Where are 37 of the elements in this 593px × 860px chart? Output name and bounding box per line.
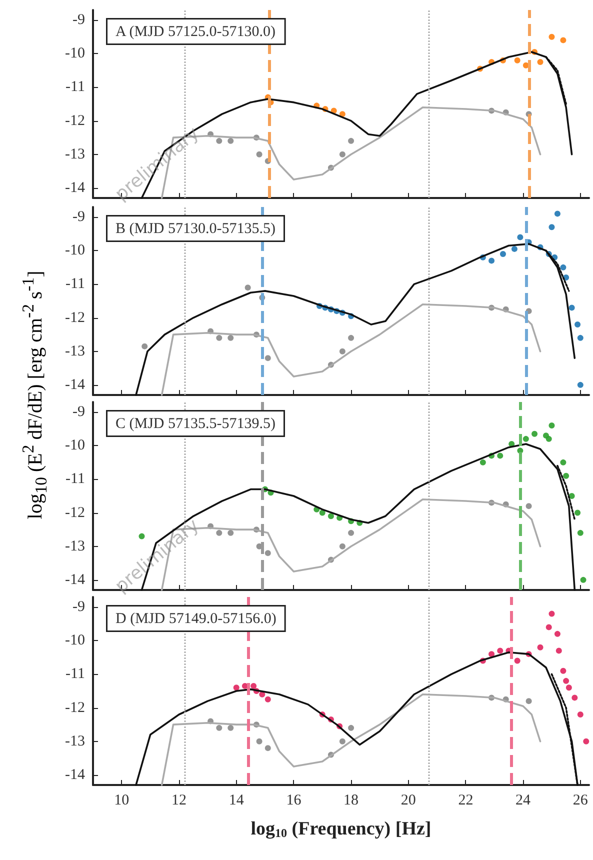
text: A (MJD 57125.0-57130.0) — [116, 24, 276, 40]
x-tick-label: 20 — [400, 792, 416, 808]
y-tick-label: -10 — [65, 242, 85, 259]
x-tick-label: 18 — [344, 792, 359, 808]
y-tick-label: -11 — [66, 471, 85, 488]
x-tick-label: 12 — [172, 792, 187, 808]
x-tick-label: 22 — [458, 792, 474, 808]
y-tick-label: -9 — [72, 599, 85, 616]
y-tick-label: -10 — [65, 46, 85, 62]
y-tick-label: -11 — [66, 79, 85, 96]
y-tick-label: -12 — [65, 700, 85, 716]
y-tick-label: -14 — [65, 376, 86, 393]
text: C (MJD 57135.5-57139.5) — [116, 416, 276, 432]
x-tick-label: 10 — [114, 792, 130, 808]
x-tick-label: 24 — [516, 792, 532, 808]
x-tick-label: 26 — [572, 792, 588, 808]
y-tick-label: -14 — [65, 180, 86, 196]
y-tick-label: -12 — [65, 310, 85, 326]
y-tick-label: -9 — [72, 12, 85, 28]
y-tick-label: -10 — [65, 632, 85, 649]
y-tick-label: -9 — [72, 209, 85, 226]
y-tick-label: -9 — [72, 404, 85, 420]
y-tick-label: -11 — [66, 666, 85, 682]
text: B (MJD 57130.0-57135.5) — [116, 221, 276, 237]
y-tick-label: -12 — [65, 112, 85, 129]
y-tick-label: -13 — [65, 146, 85, 162]
y-tick-label: -11 — [66, 276, 85, 292]
y-tick-label: -14 — [65, 572, 86, 588]
y-tick-label: -12 — [65, 504, 85, 521]
y-tick-label: -13 — [65, 343, 85, 360]
y-tick-label: -13 — [65, 538, 85, 554]
y-tick-label: -14 — [65, 766, 86, 783]
x-tick-label: 14 — [228, 792, 244, 808]
x-tick-label: 16 — [286, 792, 302, 808]
text: D (MJD 57149.0-57156.0) — [116, 611, 276, 627]
y-tick-label: -10 — [65, 438, 85, 454]
y-tick-label: -13 — [65, 733, 85, 750]
